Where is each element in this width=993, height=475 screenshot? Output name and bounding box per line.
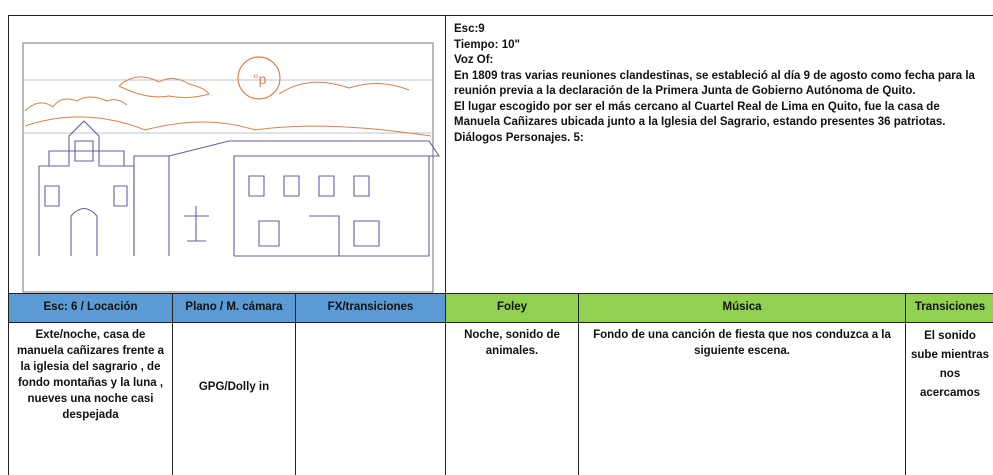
voiceover-paragraph: El lugar escogido por ser el más cercano… [454, 100, 946, 129]
body-cell: Exte/noche, casa de manuela cañizares fr… [8, 322, 173, 475]
body-cell: El sonido sube mientras nos acercamos [905, 322, 993, 475]
sketch-cell: °p [8, 15, 446, 294]
scene-info: Esc:9 Tiempo: 10" Voz Of: En 1809 tras v… [446, 16, 993, 152]
body-text: Fondo de una canción de fiesta que nos c… [593, 329, 891, 357]
header-cell: Foley [445, 293, 579, 323]
body-text: Noche, sonido de animales. [464, 329, 560, 357]
svg-text:°p: °p [253, 71, 267, 87]
body-text: El sonido sube mientras nos acercamos [911, 330, 989, 399]
header-label: Transiciones [914, 301, 986, 313]
voiceover-label: Voz Of: [454, 54, 494, 66]
scene-number: Esc:9 [454, 23, 485, 35]
header-label: Foley [496, 301, 528, 313]
body-cell: Noche, sonido de animales. [445, 322, 579, 475]
body-cell [295, 322, 446, 475]
voiceover-text: En 1809 tras varias reuniones clandestin… [454, 69, 986, 131]
body-cell: Fondo de una canción de fiesta que nos c… [578, 322, 906, 475]
header-cell: Plano / M. cámara [172, 293, 296, 323]
header-label: FX/transiciones [327, 301, 414, 313]
header-label: Música [722, 301, 762, 313]
voiceover-paragraph: En 1809 tras varias reuniones clandestin… [454, 69, 975, 98]
scene-info-cell: Esc:9 Tiempo: 10" Voz Of: En 1809 tras v… [445, 15, 993, 294]
header-label: Plano / M. cámara [185, 301, 283, 313]
sketch: °p [22, 42, 441, 293]
header-label: Esc: 6 / Locación [43, 301, 138, 313]
header-cell: Transiciones [905, 293, 993, 323]
header-cell: Esc: 6 / Locación [8, 293, 173, 323]
scene-time: Tiempo: 10" [454, 38, 520, 51]
body-cell: GPG/Dolly in [172, 322, 296, 475]
body-text: GPG/Dolly in [198, 381, 270, 393]
dialogues-label: Diálogos Personajes. 5: [454, 131, 584, 144]
header-cell: Música [578, 293, 906, 323]
body-text: Exte/noche, casa de manuela cañizares fr… [16, 329, 164, 421]
header-cell: FX/transiciones [295, 293, 446, 323]
